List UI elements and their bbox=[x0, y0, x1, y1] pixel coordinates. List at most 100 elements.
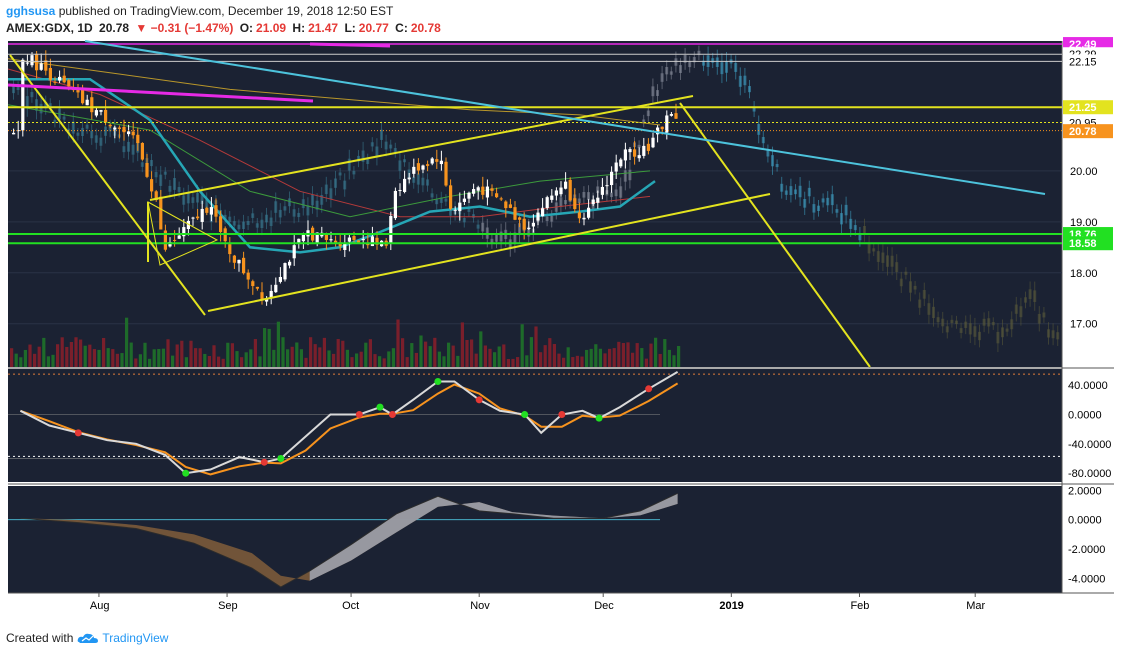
candle-body bbox=[600, 186, 604, 195]
candle-body bbox=[587, 207, 591, 218]
macd-area-up bbox=[309, 493, 678, 581]
volume-bar bbox=[244, 352, 248, 367]
ghost-candle bbox=[559, 197, 563, 207]
ghost-candle bbox=[660, 73, 664, 82]
volume-bar bbox=[332, 353, 336, 367]
ghost-candle bbox=[840, 213, 843, 225]
ghost-candle bbox=[669, 71, 673, 75]
volume-bar bbox=[433, 337, 437, 367]
volume-bar bbox=[516, 357, 520, 367]
volume-bar bbox=[69, 341, 73, 367]
volume-bar bbox=[410, 343, 414, 367]
candle-body bbox=[347, 237, 351, 242]
ghost-candle bbox=[904, 271, 908, 275]
ghost-candle bbox=[1014, 304, 1018, 314]
ghost-candle bbox=[370, 142, 374, 147]
volume-bar bbox=[272, 349, 276, 367]
ghost-candle bbox=[688, 61, 692, 68]
candle-body bbox=[94, 110, 98, 116]
volume-bar bbox=[258, 356, 262, 367]
volume-bar bbox=[10, 348, 14, 367]
volume-bar bbox=[405, 357, 409, 367]
candle-body bbox=[237, 259, 241, 264]
ghost-candle bbox=[642, 119, 646, 123]
candle-body bbox=[449, 185, 453, 209]
crossover-dot bbox=[388, 410, 396, 418]
ghost-candle bbox=[48, 103, 52, 108]
volume-bar bbox=[23, 349, 27, 367]
candle-body bbox=[651, 137, 655, 148]
candle-body bbox=[113, 127, 117, 130]
candle-body bbox=[44, 60, 48, 71]
volume-bar bbox=[313, 344, 317, 367]
volume-bar bbox=[566, 347, 570, 367]
oscillator-tick-label: 0.0000 bbox=[1068, 409, 1102, 421]
volume-bar bbox=[603, 353, 607, 367]
tradingview-brand[interactable]: TradingView bbox=[77, 631, 168, 645]
ghost-candle bbox=[62, 116, 66, 120]
volume-bar bbox=[539, 352, 543, 367]
candle-body bbox=[610, 171, 614, 186]
candle-body bbox=[541, 208, 545, 217]
candle-body bbox=[564, 181, 568, 189]
ghost-candle bbox=[651, 86, 655, 97]
ghost-candle bbox=[582, 191, 586, 198]
price-change: ▼ −0.31 (−1.47%) bbox=[135, 21, 234, 35]
ghost-candle bbox=[909, 281, 912, 293]
candle-body bbox=[140, 142, 144, 160]
volume-bar bbox=[79, 339, 83, 367]
volume-bar bbox=[373, 354, 377, 367]
candle-body bbox=[637, 155, 641, 159]
ghost-candle bbox=[462, 218, 466, 223]
candle-body bbox=[177, 235, 181, 239]
ghost-candle bbox=[416, 173, 420, 185]
volume-bar bbox=[207, 355, 211, 367]
ghost-candle bbox=[274, 201, 278, 213]
ghost-candle bbox=[439, 197, 443, 203]
volume-bar bbox=[677, 346, 681, 367]
volume-bar bbox=[148, 358, 152, 367]
crossover-dot bbox=[277, 455, 285, 463]
ghost-candle bbox=[94, 135, 98, 143]
volume-bar bbox=[594, 344, 598, 367]
ghost-candle bbox=[996, 331, 1000, 344]
ghost-candle bbox=[656, 90, 659, 96]
publisher-username[interactable]: gghsusa bbox=[6, 4, 56, 18]
price-panel-bg bbox=[8, 41, 1062, 367]
volume-bar bbox=[364, 342, 368, 367]
ghost-candle bbox=[715, 57, 719, 67]
volume-bar bbox=[626, 342, 630, 367]
ghost-candle bbox=[104, 126, 107, 136]
ghost-candle bbox=[725, 60, 728, 73]
volume-bar bbox=[198, 348, 202, 367]
ghost-candle bbox=[748, 86, 751, 93]
candle-body bbox=[343, 242, 347, 250]
ghost-candle bbox=[191, 197, 195, 203]
ghost-candle bbox=[711, 58, 715, 63]
price-label-tag bbox=[1063, 236, 1113, 251]
candle-body bbox=[426, 164, 430, 166]
ma-200-line bbox=[7, 58, 661, 126]
volume-bar bbox=[203, 353, 207, 367]
candle-body bbox=[527, 227, 531, 229]
ghost-candle bbox=[403, 159, 406, 163]
publish-line: gghsusa published on TradingView.com, De… bbox=[6, 4, 393, 18]
volume-bar bbox=[295, 342, 299, 367]
volume-bar bbox=[391, 348, 395, 367]
volume-bar bbox=[350, 357, 354, 367]
ghost-candle bbox=[596, 186, 600, 194]
price-tick-label: 19.00 bbox=[1070, 217, 1098, 229]
candle-body bbox=[499, 198, 503, 200]
ghost-candle bbox=[936, 317, 940, 323]
price-label-text: 22.15 bbox=[1069, 56, 1097, 68]
candle-body bbox=[665, 115, 669, 133]
volume-bar bbox=[424, 341, 428, 367]
candle-body bbox=[669, 114, 673, 116]
candle-body bbox=[168, 242, 172, 247]
ghost-candle bbox=[173, 178, 176, 190]
ghost-candle bbox=[366, 159, 370, 165]
volume-bar bbox=[525, 355, 529, 367]
price-label-tag bbox=[1063, 100, 1113, 115]
ghost-candle bbox=[472, 214, 475, 218]
